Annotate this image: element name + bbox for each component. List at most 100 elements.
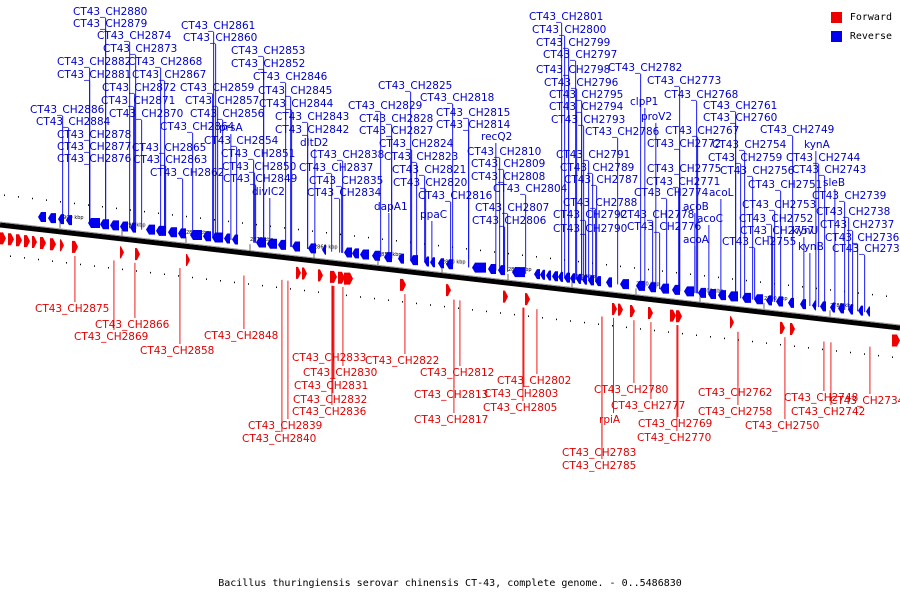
- reverse-gene-arrow: [267, 238, 277, 249]
- forward-gene-arrow: [8, 233, 14, 246]
- reverse-gene-label: CT43_CH2737: [820, 219, 894, 231]
- reverse-gene-arrow: [858, 305, 863, 316]
- minor-tick-upper: [368, 236, 369, 239]
- reverse-gene-label: CT43_CH2773: [647, 75, 721, 87]
- forward-gene-label: CT43_CH2840: [242, 433, 316, 445]
- minor-tick-lower: [626, 326, 627, 329]
- reverse-gene-label: CT43_CH2796: [544, 77, 619, 89]
- reverse-gene-label: CT43_CH2845: [258, 85, 332, 97]
- minor-tick-upper: [312, 230, 313, 232]
- forward-gene-label: CT43_CH2812: [420, 367, 494, 379]
- reverse-gene-label: CT43_CH2808: [471, 171, 545, 183]
- forward-gene-arrow: [338, 271, 345, 284]
- scale-tick-label: 2840 kbp: [442, 259, 466, 265]
- minor-tick-upper: [396, 240, 397, 242]
- minor-tick-lower: [472, 309, 473, 311]
- reverse-gene-label: CT43_CH2874: [97, 30, 172, 42]
- reverse-gene-arrow: [212, 232, 223, 243]
- reverse-gene-label: CT43_CH2856: [190, 108, 265, 120]
- minor-tick-lower: [598, 323, 599, 325]
- minor-tick-lower: [836, 350, 837, 352]
- minor-tick-upper: [746, 279, 747, 282]
- reverse-gene-arrow: [606, 277, 612, 288]
- reverse-gene-label: CT43_CH2825: [378, 80, 452, 92]
- minor-tick-lower: [682, 332, 683, 335]
- reverse-gene-label: CT43_CH2755: [722, 236, 796, 248]
- reverse-gene-label: CT43_CH2873: [103, 43, 177, 55]
- reverse-gene-arrow: [146, 224, 155, 235]
- reverse-gene-label: clpP1: [630, 96, 658, 108]
- minor-tick-lower: [66, 262, 67, 264]
- forward-gene-label: CT43_CH2750: [745, 420, 819, 432]
- forward-gene-label: CT43_CH2831: [294, 380, 368, 392]
- forward-gene-arrow: [503, 290, 508, 303]
- reverse-gene-arrow: [424, 256, 429, 267]
- minor-tick-lower: [262, 284, 263, 287]
- reverse-gene-label: CT43_CH2844: [259, 98, 334, 110]
- reverse-gene-arrow: [708, 288, 716, 299]
- minor-tick-upper: [508, 252, 509, 255]
- reverse-gene-label: CT43_CH2744: [786, 152, 861, 164]
- legend-forward-label: Forward: [849, 12, 892, 23]
- minor-tick-lower: [668, 331, 669, 333]
- reverse-gene-arrow: [534, 269, 540, 280]
- minor-tick-upper: [326, 232, 327, 234]
- reverse-gene-label: CT43_CH2804: [493, 183, 568, 195]
- reverse-gene-label: CT43_CH2778: [620, 209, 694, 221]
- reverse-gene-label: CT43_CH2884: [36, 116, 111, 128]
- minor-tick-upper: [270, 225, 271, 228]
- minor-tick-lower: [584, 321, 585, 324]
- minor-tick-upper: [536, 256, 537, 258]
- minor-tick-lower: [892, 356, 893, 358]
- reverse-gene-label: CT43_CH2815: [436, 107, 510, 119]
- reverse-gene-label: recQ2: [481, 131, 512, 143]
- minor-tick-upper: [284, 227, 285, 229]
- reverse-gene-label: CT43_CH2881: [57, 69, 131, 81]
- forward-gene-label: CT43_CH2858: [140, 345, 214, 357]
- forward-gene-label: CT43_CH2869: [74, 331, 148, 343]
- reverse-gene-label: CT43_CH2761: [703, 100, 777, 112]
- minor-tick-upper: [802, 286, 803, 288]
- minor-tick-lower: [192, 276, 193, 279]
- reverse-gene-label: CT43_CH2829: [348, 100, 422, 112]
- minor-tick-upper: [494, 251, 495, 253]
- minor-tick-upper: [144, 210, 145, 213]
- forward-gene-arrow: [730, 316, 734, 329]
- reverse-gene-label: CT43_CH2857: [185, 95, 259, 107]
- minor-tick-lower: [724, 337, 725, 340]
- reverse-gene-arrow: [156, 225, 166, 236]
- forward-gene-arrow: [330, 270, 337, 283]
- minor-tick-lower: [360, 296, 361, 298]
- reverse-gene-arrow: [256, 237, 266, 248]
- reverse-gene-arrow: [38, 211, 46, 222]
- reverse-gene-label: CT43_CH2868: [128, 56, 202, 68]
- forward-gene-arrow: [60, 239, 64, 252]
- reverse-gene-label: dapA1: [374, 201, 408, 213]
- reverse-gene-label: CT43_CH2816: [418, 190, 493, 202]
- reverse-gene-label: kynU: [792, 225, 818, 237]
- reverse-swatch: [830, 31, 842, 42]
- minor-tick-lower: [164, 273, 165, 276]
- minor-tick-lower: [388, 299, 389, 301]
- reverse-gene-label: CT43_CH2798: [536, 64, 610, 76]
- minor-tick-lower: [52, 260, 53, 262]
- reverse-gene-label: CT43_CH2736: [825, 232, 900, 244]
- minor-tick-lower: [822, 348, 823, 351]
- reverse-gene-label: proV2: [641, 111, 672, 123]
- reverse-gene-arrow: [224, 233, 230, 244]
- reverse-gene-label: CT43_CH2788: [563, 197, 637, 209]
- minor-tick-upper: [172, 214, 173, 216]
- minor-tick-upper: [340, 233, 341, 236]
- reverse-gene-label: CT43_CH2794: [549, 101, 624, 113]
- minor-tick-lower: [794, 345, 795, 348]
- reverse-gene-label: CT43_CH2801: [529, 11, 603, 23]
- reverse-gene-arrow: [800, 299, 806, 310]
- reverse-gene-label: CT43_CH2753: [742, 199, 816, 211]
- reverse-gene-label: acoL: [709, 187, 734, 199]
- reverse-gene-arrows: [38, 211, 870, 317]
- reverse-gene-label: CT43_CH2772: [647, 138, 721, 150]
- minor-tick-upper: [676, 271, 677, 274]
- minor-tick-lower: [486, 310, 487, 313]
- minor-tick-upper: [130, 209, 131, 211]
